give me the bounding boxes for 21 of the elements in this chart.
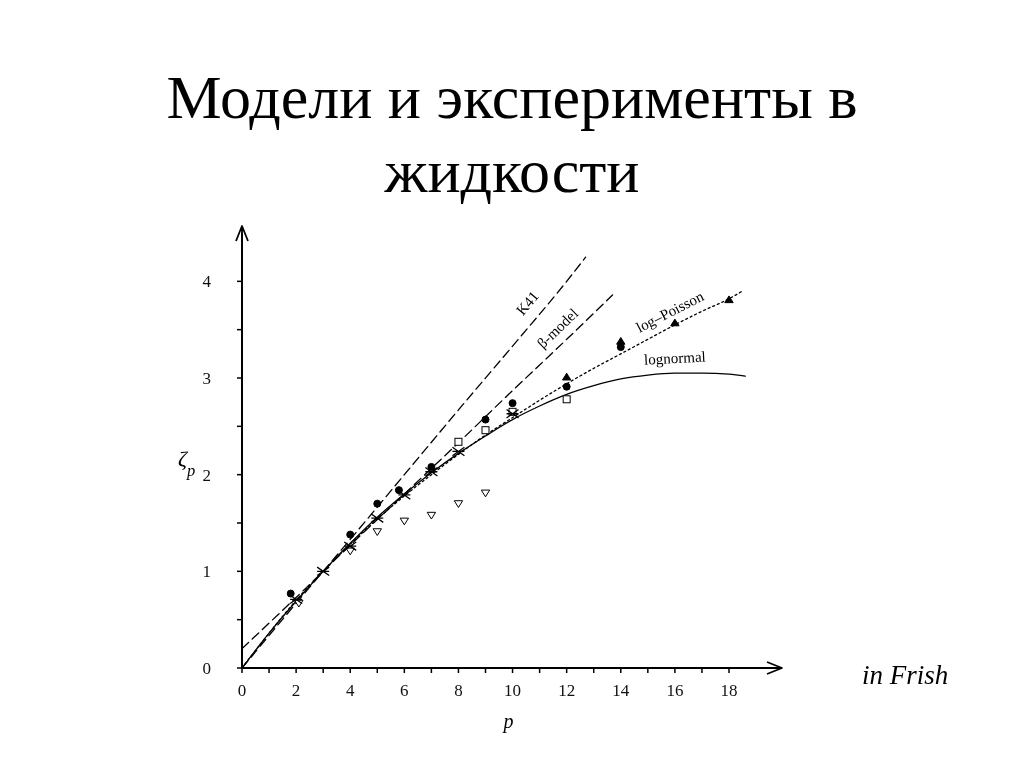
series-label: lognormal — [643, 348, 707, 368]
y-axis-title: ζ$_{p}$ — [178, 445, 196, 480]
x-tick-label: 10 — [504, 681, 522, 701]
y-tick-label: 2 — [202, 465, 211, 485]
x-tick-label: 4 — [345, 681, 355, 701]
text: in Frish — [862, 660, 949, 690]
text: K41 — [513, 288, 542, 319]
x-tick-label: 12 — [558, 681, 576, 701]
x-tick-label: 18 — [720, 681, 738, 701]
y-tick-label: 1 — [202, 562, 211, 582]
x-tick-label: 8 — [454, 681, 463, 701]
x-tick-label: 2 — [291, 681, 301, 701]
y-tick-label: 4 — [202, 272, 212, 292]
x-tick-label: 16 — [666, 681, 684, 701]
x-tick-label: 6 — [400, 681, 409, 701]
x-axis-title: p — [501, 710, 514, 733]
y-tick-label: 0 — [202, 659, 211, 679]
chart-title: Модели и эксперименты в жидкости — [165, 62, 859, 207]
x-tick-label: 0 — [237, 681, 247, 701]
x-tick-label: 14 — [612, 681, 630, 701]
y-tick-label: 3 — [202, 369, 211, 389]
